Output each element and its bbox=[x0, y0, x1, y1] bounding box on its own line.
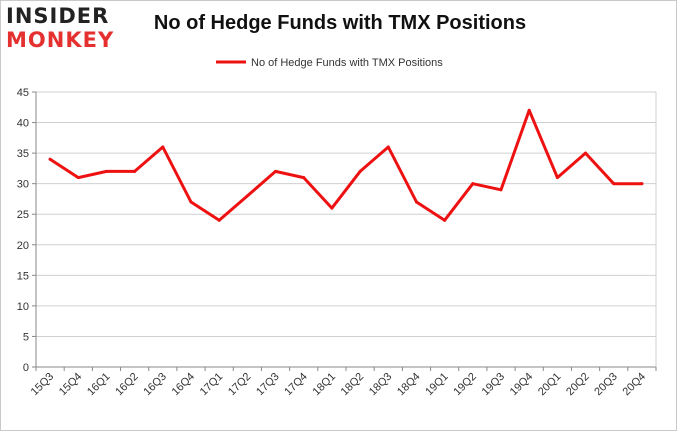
data-point bbox=[274, 169, 278, 173]
x-tick-label: 18Q3 bbox=[367, 371, 395, 399]
x-tick-label: 16Q1 bbox=[85, 371, 113, 399]
x-tick-label: 18Q1 bbox=[311, 371, 339, 399]
y-tick-label: 25 bbox=[17, 209, 29, 221]
y-tick-label: 40 bbox=[17, 118, 29, 130]
data-point bbox=[499, 188, 503, 192]
y-tick-label: 0 bbox=[23, 362, 29, 374]
data-point bbox=[640, 182, 644, 186]
data-point bbox=[414, 200, 418, 204]
x-tick-label: 16Q2 bbox=[113, 371, 141, 399]
data-point bbox=[386, 145, 390, 149]
x-tick-label: 17Q3 bbox=[254, 371, 282, 399]
data-point bbox=[104, 169, 108, 173]
x-tick-label: 20Q1 bbox=[536, 371, 564, 399]
x-tick-label: 18Q2 bbox=[339, 371, 367, 399]
x-axis-ticks: 15Q3 15Q4 16Q1 16Q2 16Q3 16Q4 17Q1 17Q2 17Q3 17Q4… bbox=[29, 367, 657, 399]
data-point bbox=[527, 108, 531, 112]
x-tick-label: 17Q2 bbox=[226, 371, 254, 399]
y-tick-label: 5 bbox=[23, 331, 29, 343]
x-tick-label: 19Q1 bbox=[423, 371, 451, 399]
chart-title: No of Hedge Funds with TMX Positions bbox=[153, 12, 527, 34]
data-point bbox=[48, 157, 52, 161]
y-axis-ticks: 0 5 10 15 20 25 30 35 40 45 bbox=[17, 87, 36, 374]
x-tick-label: 16Q3 bbox=[141, 371, 169, 399]
x-tick-label: 19Q2 bbox=[451, 371, 479, 399]
y-tick-label: 30 bbox=[17, 179, 29, 191]
data-point bbox=[612, 182, 616, 186]
x-tick-label: 17Q4 bbox=[282, 371, 310, 399]
y-tick-label: 45 bbox=[17, 87, 29, 99]
x-tick-label: 19Q4 bbox=[508, 371, 536, 399]
y-tick-label: 10 bbox=[17, 301, 29, 313]
data-point bbox=[584, 151, 588, 155]
data-point bbox=[76, 176, 80, 180]
y-tick-label: 20 bbox=[17, 240, 29, 252]
x-tick-label: 15Q4 bbox=[57, 371, 85, 399]
data-point bbox=[555, 176, 559, 180]
data-point bbox=[133, 169, 137, 173]
gridlines bbox=[36, 91, 656, 337]
data-point bbox=[358, 169, 362, 173]
series-line bbox=[48, 108, 644, 222]
x-tick-label: 20Q2 bbox=[564, 371, 592, 399]
legend-label: No of Hedge Funds with TMX Positions bbox=[251, 57, 443, 69]
logo-line-2: MONKEY bbox=[6, 28, 115, 52]
legend: No of Hedge Funds with TMX Positions bbox=[216, 57, 443, 69]
x-tick-label: 20Q4 bbox=[621, 371, 649, 399]
data-point bbox=[161, 145, 165, 149]
y-tick-label: 35 bbox=[17, 148, 29, 160]
data-point bbox=[189, 200, 193, 204]
x-tick-label: 20Q3 bbox=[592, 371, 620, 399]
data-point bbox=[330, 206, 334, 210]
x-tick-label: 19Q3 bbox=[480, 371, 508, 399]
data-point bbox=[302, 176, 306, 180]
x-tick-label: 16Q4 bbox=[170, 371, 198, 399]
x-tick-label: 18Q4 bbox=[395, 371, 423, 399]
insider-monkey-logo: INSIDER MONKEY bbox=[6, 4, 126, 54]
y-tick-label: 15 bbox=[17, 270, 29, 282]
data-point bbox=[471, 182, 475, 186]
logo-line-1: INSIDER bbox=[6, 4, 110, 28]
x-tick-label: 15Q3 bbox=[29, 371, 57, 399]
data-point bbox=[217, 218, 221, 222]
axes bbox=[35, 92, 657, 368]
data-point bbox=[443, 218, 447, 222]
x-tick-label: 17Q1 bbox=[198, 371, 226, 399]
series-group bbox=[48, 108, 644, 222]
data-point bbox=[245, 194, 249, 198]
